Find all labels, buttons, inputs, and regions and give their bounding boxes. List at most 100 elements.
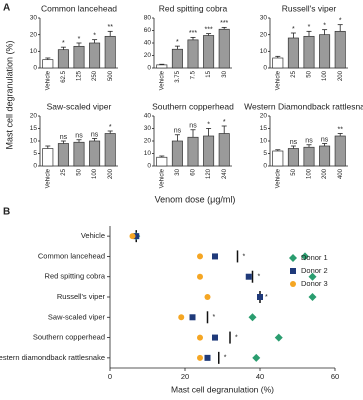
bar — [156, 64, 168, 69]
y-tick-label: 5 — [33, 150, 37, 157]
bar — [89, 42, 101, 69]
y-tick-label: 40 — [144, 40, 152, 47]
x-tick-label: 100 — [307, 168, 313, 179]
chart-title: Red spitting cobra — [159, 3, 228, 13]
y-tick-label: 10 — [30, 48, 38, 55]
significance-label: ns — [189, 123, 197, 130]
data-point — [257, 294, 263, 300]
x-tick-label: Vehicle — [275, 168, 281, 188]
x-tick-label: 100 — [92, 168, 98, 179]
y-tick-label: 20 — [30, 113, 38, 120]
bar — [57, 143, 69, 167]
significance-label: ns — [91, 131, 99, 138]
x-tick-label: 250 — [92, 70, 98, 81]
bar — [203, 135, 215, 167]
x-tick-label: 25 — [291, 70, 297, 77]
data-point — [248, 313, 257, 322]
chart-title: Saw-scaled viper — [47, 101, 112, 111]
x-tick-label: 400 — [338, 168, 344, 179]
data-point — [197, 354, 203, 361]
x-tick-label: Vehicle — [45, 168, 51, 188]
significance-label: * — [207, 121, 210, 128]
bar — [287, 148, 299, 167]
panel-label: A — [3, 3, 10, 14]
y-tick-label: 40 — [144, 113, 152, 120]
y-tick-label: Common lancehead — [38, 251, 105, 260]
data-point — [129, 233, 136, 240]
significance-label: * — [339, 18, 342, 25]
y-tick-label: Red spitting cobra — [45, 272, 106, 281]
bar — [104, 35, 116, 69]
y-tick-label: 15 — [30, 125, 38, 132]
data-point — [290, 268, 296, 274]
significance-label: ns — [174, 128, 182, 135]
significance-label: * — [308, 24, 311, 31]
x-tick-label: 100 — [322, 70, 328, 81]
y-tick-label: 0 — [147, 65, 151, 72]
x-tick-label: 50 — [307, 70, 313, 77]
x-tick-label: 40 — [256, 372, 264, 381]
data-point — [290, 281, 296, 287]
data-point — [133, 233, 140, 240]
significance-label: * — [78, 36, 81, 43]
x-tick-label: 30 — [175, 168, 181, 175]
x-tick-label: 60 — [331, 372, 339, 381]
significance-label: * — [213, 314, 216, 321]
y-tick-label: 10 — [260, 48, 268, 55]
significance-label: * — [265, 294, 268, 301]
legend-label: Donor 2 — [301, 266, 328, 275]
x-tick-label: 125 — [77, 70, 83, 81]
y-axis-label: Mast cell degranulation (%) — [4, 40, 14, 149]
x-tick-label: 3.75 — [175, 70, 181, 82]
bar — [42, 148, 54, 167]
y-tick-label: 60 — [144, 27, 152, 34]
bar — [218, 28, 230, 69]
significance-label: ns — [75, 133, 83, 140]
x-tick-label: Vehicle — [45, 70, 51, 90]
significance-label: * — [258, 274, 261, 281]
significance-label: ** — [337, 126, 343, 133]
data-point — [301, 252, 309, 261]
y-tick-label: 20 — [260, 31, 268, 38]
y-tick-label: 30 — [30, 15, 38, 22]
x-tick-label: Vehicle — [275, 70, 281, 90]
significance-label: * — [323, 23, 326, 30]
bar — [42, 59, 54, 69]
bar — [171, 140, 183, 167]
data-point — [212, 334, 218, 341]
significance-label: * — [243, 253, 246, 260]
data-point — [252, 353, 261, 362]
significance-label: * — [93, 33, 96, 40]
significance-label: * — [292, 26, 295, 33]
y-tick-label: 30 — [144, 125, 152, 132]
x-tick-label: 0 — [108, 372, 112, 381]
significance-label: *** — [220, 20, 228, 27]
x-tick-label: Vehicle — [159, 168, 165, 188]
data-point — [197, 253, 203, 260]
data-point — [204, 354, 211, 361]
bar — [287, 37, 299, 69]
significance-label: * — [62, 40, 65, 47]
significance-label: ns — [321, 136, 329, 143]
y-tick-label: 30 — [260, 15, 268, 22]
legend-label: Donor 3 — [301, 279, 328, 288]
y-tick-label: 0 — [33, 65, 37, 72]
x-tick-label: 20 — [181, 372, 189, 381]
data-point — [274, 333, 283, 342]
bar — [334, 135, 346, 167]
bar — [171, 48, 183, 69]
significance-label: ns — [290, 139, 298, 146]
data-point — [212, 253, 218, 260]
x-tick-label: 15 — [206, 70, 212, 77]
bar — [187, 39, 199, 69]
y-tick-label: 20 — [144, 52, 152, 59]
bar — [218, 133, 230, 167]
x-tick-label: 200 — [108, 168, 114, 179]
data-point — [289, 254, 297, 262]
data-point — [178, 314, 185, 321]
bar — [303, 35, 315, 69]
y-tick-label: 20 — [30, 31, 38, 38]
significance-label: * — [224, 355, 227, 362]
bar — [319, 145, 331, 167]
y-tick-label: Southern copperhead — [33, 333, 105, 342]
